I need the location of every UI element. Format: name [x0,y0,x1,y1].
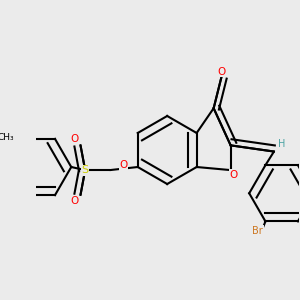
Text: CH₃: CH₃ [0,133,15,142]
Text: O: O [70,196,79,206]
Text: O: O [120,160,128,170]
Text: O: O [217,67,226,77]
Text: O: O [70,134,79,144]
Text: O: O [230,170,238,180]
Text: Br: Br [252,226,263,236]
Text: H: H [278,139,285,149]
Text: S: S [82,165,89,175]
